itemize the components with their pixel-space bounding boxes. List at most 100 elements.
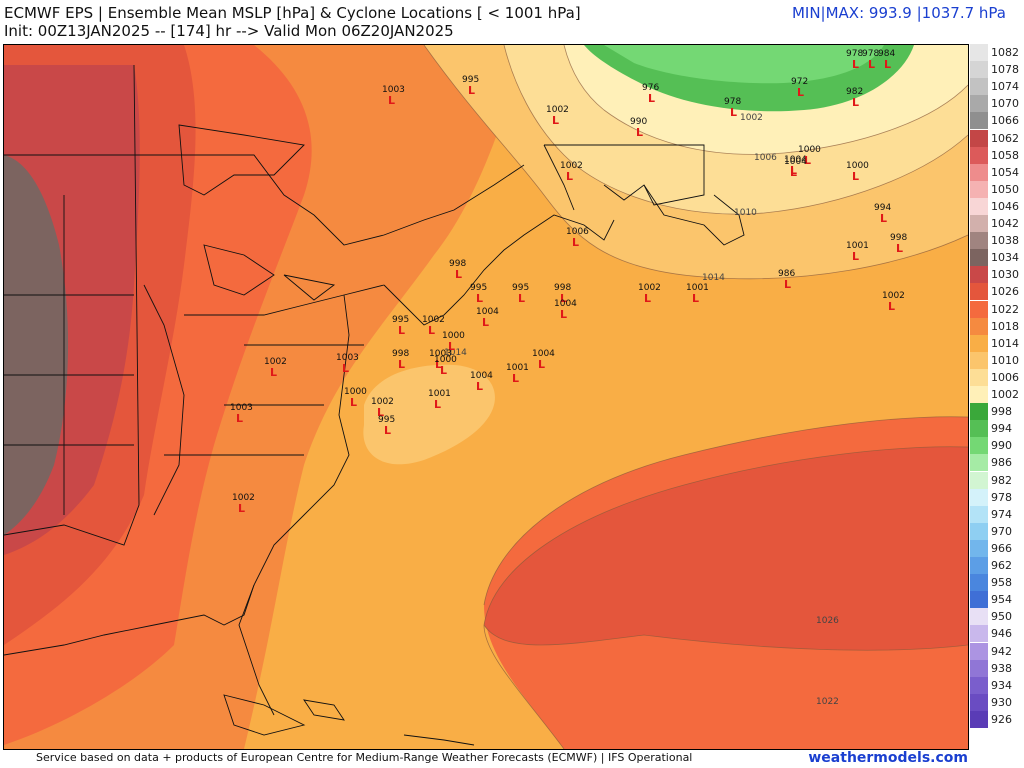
colorbar-level: 1050	[970, 180, 1024, 198]
cyclone-pressure-label: 978	[862, 49, 879, 59]
isobar-label: 1006	[754, 153, 777, 163]
colorbar-label: 982	[991, 473, 1012, 487]
colorbar-swatch	[970, 574, 988, 592]
cyclone-pressure-label: 972	[791, 77, 808, 87]
cyclone-pressure-label: 1002	[232, 493, 255, 503]
colorbar-label: 1066	[991, 114, 1019, 128]
colorbar-label: 1078	[991, 63, 1019, 77]
cyclone-pressure-label: 1002	[422, 315, 445, 325]
low-pressure-symbol: L	[636, 126, 643, 139]
cyclone-pressure-label: 978	[846, 49, 863, 59]
colorbar-swatch	[970, 180, 988, 198]
colorbar-label: 942	[991, 644, 1012, 658]
colorbar-level: 1070	[970, 95, 1024, 113]
colorbar-level: 1066	[970, 112, 1024, 130]
low-pressure-symbol: L	[560, 308, 567, 321]
cyclone-pressure-label: 976	[642, 83, 659, 93]
colorbar-level: 994	[970, 420, 1024, 438]
colorbar-swatch	[970, 215, 988, 232]
isobars	[423, 45, 968, 749]
colorbar-label: 986	[991, 456, 1012, 470]
cyclone-pressure-label: 1004	[476, 307, 499, 317]
colorbar-level: 934	[970, 676, 1024, 694]
colorbar-level: 1054	[970, 163, 1024, 181]
colorbar-level: 930	[970, 693, 1024, 711]
colorbar-swatch	[970, 608, 988, 626]
low-pressure-symbol: L	[377, 406, 384, 419]
colorbar-level: 974	[970, 505, 1024, 523]
colorbar-level: 1038	[970, 232, 1024, 250]
cyclone-pressure-label: 990	[630, 117, 647, 127]
cyclone-pressure-label: 998	[554, 283, 571, 293]
colorbar-label: 962	[991, 559, 1012, 572]
low-pressure-symbol: L	[518, 292, 525, 305]
low-pressure-symbol: L	[880, 212, 887, 225]
colorbar-level: 990	[970, 437, 1024, 455]
colorbar-label: 1074	[991, 80, 1019, 94]
cyclone-pressure-label: 1001	[428, 389, 451, 399]
colorbar-swatch	[970, 710, 988, 728]
cyclone-pressure-label: 1004	[784, 157, 807, 167]
colorbar-swatch	[970, 44, 988, 61]
colorbar-swatch	[970, 625, 988, 643]
colorbar-level: 1034	[970, 249, 1024, 267]
colorbar-swatch	[970, 642, 988, 660]
colorbar-level: 1018	[970, 317, 1024, 335]
colorbar-swatch	[970, 505, 988, 523]
data-credit: Service based on data + products of Euro…	[36, 751, 693, 764]
isobar-label: 1002	[740, 113, 763, 123]
colorbar-label: 1062	[991, 131, 1019, 145]
cyclone-pressure-label: 1001	[506, 363, 529, 373]
low-pressure-symbol: L	[270, 366, 277, 379]
low-pressure-symbol: L	[388, 94, 395, 107]
cyclone-pressure-label: 1002	[546, 105, 569, 115]
colorbar-label: 1026	[991, 285, 1019, 299]
colorbar-label: 1022	[991, 302, 1019, 316]
colorbar-swatch	[970, 659, 988, 677]
isobar-label: 1022	[816, 697, 839, 707]
colorbar-level: 1014	[970, 334, 1024, 352]
colorbar-label: 926	[991, 712, 1012, 726]
cyclone-pressure-label: 1000	[798, 145, 821, 155]
cyclone-pressure-label: 1003	[382, 85, 405, 95]
colorbar-level: 998	[970, 403, 1024, 421]
brand-link[interactable]: weathermodels.com	[808, 750, 968, 766]
cyclone-pressure-label: 1002	[638, 283, 661, 293]
colorbar-label: 1054	[991, 165, 1019, 179]
cyclone-pressure-label: 995	[392, 315, 409, 325]
low-pressure-symbol: L	[398, 358, 405, 371]
colorbar-swatch	[970, 693, 988, 711]
colorbar-swatch	[970, 112, 988, 130]
colorbar-label: 1038	[991, 234, 1019, 248]
colorbar-label: 974	[991, 507, 1012, 521]
cyclone-pressure-label: 1001	[846, 241, 869, 251]
cyclone-pressure-label: 998	[449, 259, 466, 269]
colorbar-level: 982	[970, 471, 1024, 489]
colorbar-level: 1002	[970, 386, 1024, 403]
colorbar-label: 998	[991, 405, 1012, 419]
cyclone-pressure-label: 1002	[882, 291, 905, 301]
colorbar-label: 954	[991, 593, 1012, 607]
colorbar-swatch	[970, 351, 988, 369]
colorbar-swatch	[970, 539, 988, 557]
isobar-label: 1026	[816, 616, 839, 626]
